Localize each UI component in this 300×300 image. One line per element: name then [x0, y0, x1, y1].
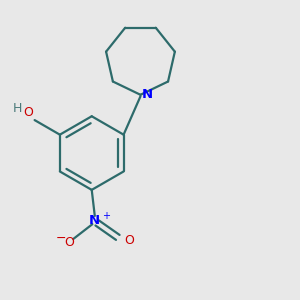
Text: H: H	[13, 102, 22, 115]
Text: N: N	[142, 88, 153, 101]
Text: O: O	[124, 234, 134, 247]
Text: O: O	[23, 106, 33, 118]
Text: O: O	[64, 236, 74, 248]
Text: −: −	[56, 232, 66, 245]
Text: +: +	[101, 211, 110, 221]
Text: N: N	[89, 214, 100, 227]
